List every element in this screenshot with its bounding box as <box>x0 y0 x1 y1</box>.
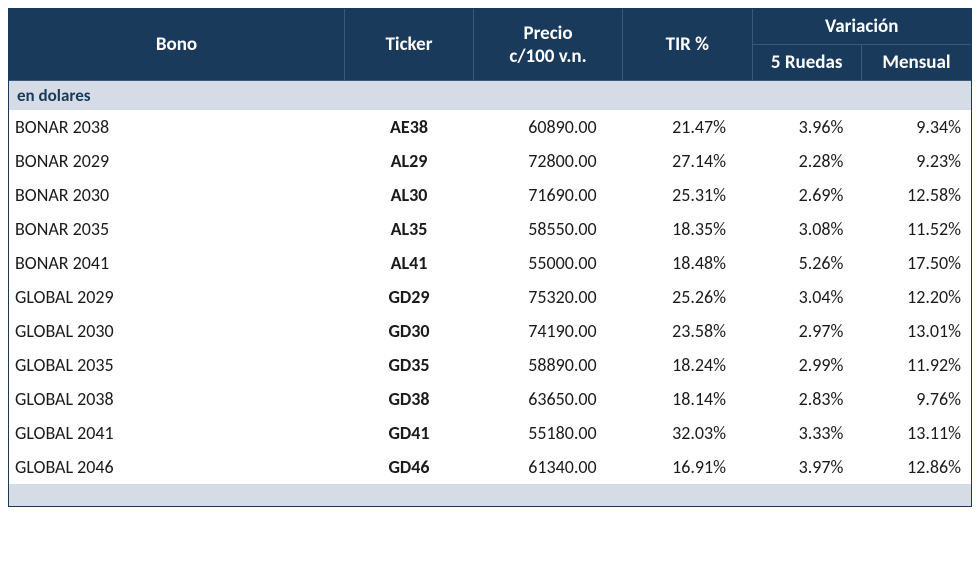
section-row: en dolares <box>9 81 971 111</box>
cell-5ruedas: 2.99% <box>752 348 861 382</box>
cell-precio: 55000.00 <box>473 246 622 280</box>
cell-mensual: 11.92% <box>861 348 971 382</box>
cell-tir: 18.24% <box>623 348 752 382</box>
cell-precio: 72800.00 <box>473 144 622 178</box>
cell-tir: 18.35% <box>623 212 752 246</box>
cell-mensual: 13.01% <box>861 314 971 348</box>
table-row: GLOBAL 2029GD2975320.0025.26%3.04%12.20% <box>9 280 971 314</box>
header-precio: Precio c/100 v.n. <box>473 9 622 81</box>
cell-ticker: AL30 <box>345 178 474 212</box>
footer-spacer <box>9 484 971 506</box>
header-precio-line1: Precio <box>524 22 573 45</box>
cell-ticker: AE38 <box>345 110 474 144</box>
cell-ticker: GD41 <box>345 416 474 450</box>
table-row: BONAR 2029AL2972800.0027.14%2.28%9.23% <box>9 144 971 178</box>
table-row: GLOBAL 2041GD4155180.0032.03%3.33%13.11% <box>9 416 971 450</box>
footer-row <box>9 484 971 506</box>
table-row: BONAR 2041AL4155000.0018.48%5.26%17.50% <box>9 246 971 280</box>
header-5ruedas: 5 Ruedas <box>752 45 861 81</box>
cell-bono: BONAR 2041 <box>9 246 345 280</box>
cell-ticker: GD30 <box>345 314 474 348</box>
table-row: GLOBAL 2038GD3863650.0018.14%2.83%9.76% <box>9 382 971 416</box>
cell-ticker: GD38 <box>345 382 474 416</box>
cell-5ruedas: 2.28% <box>752 144 861 178</box>
cell-5ruedas: 3.96% <box>752 110 861 144</box>
header-variacion: Variación <box>752 9 971 45</box>
header-ticker: Ticker <box>345 9 474 81</box>
table-row: BONAR 2030AL3071690.0025.31%2.69%12.58% <box>9 178 971 212</box>
cell-bono: GLOBAL 2030 <box>9 314 345 348</box>
cell-precio: 63650.00 <box>473 382 622 416</box>
header-bono: Bono <box>9 9 345 81</box>
cell-5ruedas: 2.69% <box>752 178 861 212</box>
cell-tir: 25.26% <box>623 280 752 314</box>
header-precio-line2: c/100 v.n. <box>509 45 586 68</box>
cell-bono: GLOBAL 2041 <box>9 416 345 450</box>
cell-5ruedas: 3.04% <box>752 280 861 314</box>
cell-mensual: 11.52% <box>861 212 971 246</box>
cell-mensual: 9.34% <box>861 110 971 144</box>
cell-ticker: AL41 <box>345 246 474 280</box>
cell-precio: 60890.00 <box>473 110 622 144</box>
cell-tir: 23.58% <box>623 314 752 348</box>
cell-bono: GLOBAL 2029 <box>9 280 345 314</box>
cell-tir: 27.14% <box>623 144 752 178</box>
cell-mensual: 9.76% <box>861 382 971 416</box>
cell-precio: 75320.00 <box>473 280 622 314</box>
cell-bono: BONAR 2029 <box>9 144 345 178</box>
cell-precio: 74190.00 <box>473 314 622 348</box>
bonds-table-container: Bono Ticker Precio c/100 v.n. TIR % Vari… <box>8 8 972 507</box>
cell-bono: BONAR 2030 <box>9 178 345 212</box>
cell-precio: 55180.00 <box>473 416 622 450</box>
table-row: GLOBAL 2046GD4661340.0016.91%3.97%12.86% <box>9 450 971 484</box>
cell-bono: BONAR 2038 <box>9 110 345 144</box>
cell-tir: 21.47% <box>623 110 752 144</box>
cell-bono: BONAR 2035 <box>9 212 345 246</box>
cell-5ruedas: 2.97% <box>752 314 861 348</box>
cell-bono: GLOBAL 2046 <box>9 450 345 484</box>
cell-mensual: 12.58% <box>861 178 971 212</box>
cell-mensual: 12.20% <box>861 280 971 314</box>
cell-bono: GLOBAL 2038 <box>9 382 345 416</box>
cell-ticker: AL29 <box>345 144 474 178</box>
cell-precio: 61340.00 <box>473 450 622 484</box>
table-row: BONAR 2038AE3860890.0021.47%3.96%9.34% <box>9 110 971 144</box>
table-body: en dolaresBONAR 2038AE3860890.0021.47%3.… <box>9 81 971 507</box>
cell-tir: 16.91% <box>623 450 752 484</box>
table-row: GLOBAL 2035GD3558890.0018.24%2.99%11.92% <box>9 348 971 382</box>
cell-precio: 58550.00 <box>473 212 622 246</box>
cell-tir: 25.31% <box>623 178 752 212</box>
cell-tir: 18.14% <box>623 382 752 416</box>
cell-mensual: 13.11% <box>861 416 971 450</box>
cell-tir: 18.48% <box>623 246 752 280</box>
cell-ticker: GD29 <box>345 280 474 314</box>
cell-precio: 58890.00 <box>473 348 622 382</box>
cell-5ruedas: 3.33% <box>752 416 861 450</box>
cell-ticker: AL35 <box>345 212 474 246</box>
table-row: GLOBAL 2030GD3074190.0023.58%2.97%13.01% <box>9 314 971 348</box>
cell-5ruedas: 3.97% <box>752 450 861 484</box>
table-header: Bono Ticker Precio c/100 v.n. TIR % Vari… <box>9 9 971 81</box>
section-label: en dolares <box>9 81 971 111</box>
header-mensual: Mensual <box>861 45 971 81</box>
cell-5ruedas: 3.08% <box>752 212 861 246</box>
cell-5ruedas: 2.83% <box>752 382 861 416</box>
cell-mensual: 12.86% <box>861 450 971 484</box>
header-tir: TIR % <box>623 9 752 81</box>
cell-ticker: GD35 <box>345 348 474 382</box>
cell-ticker: GD46 <box>345 450 474 484</box>
cell-bono: GLOBAL 2035 <box>9 348 345 382</box>
cell-mensual: 17.50% <box>861 246 971 280</box>
cell-tir: 32.03% <box>623 416 752 450</box>
bonds-table: Bono Ticker Precio c/100 v.n. TIR % Vari… <box>9 9 971 506</box>
cell-mensual: 9.23% <box>861 144 971 178</box>
cell-5ruedas: 5.26% <box>752 246 861 280</box>
table-row: BONAR 2035AL3558550.0018.35%3.08%11.52% <box>9 212 971 246</box>
cell-precio: 71690.00 <box>473 178 622 212</box>
